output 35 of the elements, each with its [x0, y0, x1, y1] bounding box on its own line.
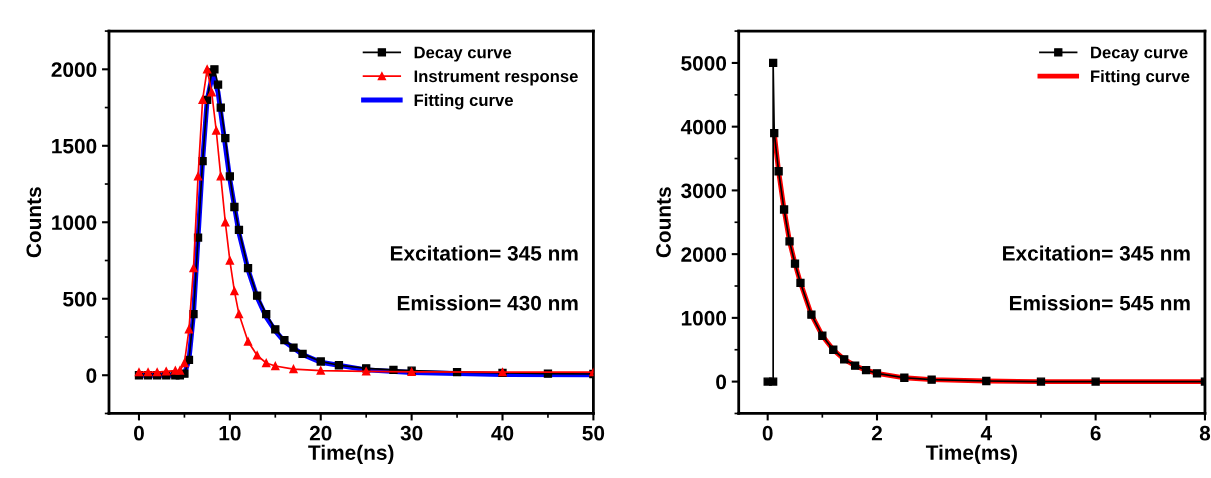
- annotation: Emission= 430 nm: [397, 295, 578, 311]
- x-tick-label: 8: [1199, 425, 1211, 441]
- legend-label: Fitting curve: [1091, 69, 1190, 86]
- y-tick-label: 500: [63, 291, 97, 307]
- y-tick-label: 0: [716, 374, 727, 390]
- y-tick-label: 0: [86, 368, 97, 383]
- y-tick-label: 1500: [52, 138, 97, 154]
- annotation: Excitation= 345 nm: [390, 245, 578, 261]
- annotation: Emission= 545 nm: [1009, 295, 1190, 311]
- x-tick-label: 40: [491, 425, 514, 441]
- y-axis-title: Counts: [26, 187, 42, 258]
- x-axis-title: Time(ns): [308, 444, 394, 465]
- x-tick-label: 0: [762, 425, 773, 441]
- y-tick-label: 1000: [681, 310, 727, 326]
- x-tick-label: 50: [582, 425, 605, 441]
- legend-label: Fitting curve: [414, 93, 513, 110]
- x-axis-title: Time(ms): [925, 444, 1017, 465]
- legend-label: Instrument response: [414, 70, 578, 86]
- y-tick-label: 5000: [681, 55, 727, 71]
- x-tick-label: 0: [134, 425, 144, 441]
- annotation: Excitation= 345 nm: [1003, 245, 1190, 261]
- y-tick-label: 1000: [52, 215, 97, 231]
- x-tick-label: 6: [1090, 425, 1101, 441]
- y-axis-title: Counts: [656, 187, 671, 258]
- y-tick-label: 2000: [681, 247, 727, 262]
- x-tick-label: 30: [400, 425, 423, 441]
- legend-label: Decay curve: [1091, 46, 1188, 62]
- x-tick-label: 10: [219, 425, 241, 441]
- legend-label: Decay curve: [414, 46, 512, 62]
- y-tick-label: 2000: [51, 62, 97, 78]
- x-tick-label: 20: [309, 425, 332, 441]
- x-tick-label: 4: [980, 426, 992, 441]
- x-tick-label: 2: [871, 425, 882, 441]
- y-tick-label: 3000: [681, 183, 727, 199]
- y-tick-label: 4000: [680, 119, 727, 135]
